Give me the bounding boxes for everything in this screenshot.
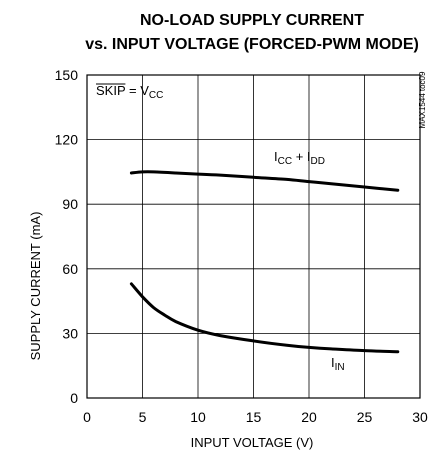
condition-label: SKIP = VCC <box>96 83 163 101</box>
x-tick-label: 15 <box>246 409 262 425</box>
x-tick-label: 20 <box>301 409 317 425</box>
svg-text:SKIP = VCC: SKIP = VCC <box>96 83 163 101</box>
x-tick-labels: 0 5 10 15 20 25 30 <box>83 409 428 425</box>
grid <box>87 75 420 398</box>
condition-rest-text: = V <box>125 83 149 98</box>
series-label-icc-idd: ICC + IDD <box>274 149 325 167</box>
series-line-1 <box>129 282 400 354</box>
figure-code: MAX1544 toc09 <box>418 71 427 128</box>
y-axis-label: SUPPLY CURRENT (mA) <box>28 212 43 361</box>
x-tick-label: 5 <box>139 409 147 425</box>
y-tick-label: 150 <box>55 67 79 83</box>
plot-frame <box>86 74 421 399</box>
y-tick-label: 60 <box>62 261 78 277</box>
x-tick-label: 30 <box>412 409 428 425</box>
y-tick-labels: 0 30 60 90 120 150 <box>55 67 79 406</box>
x-tick-label: 25 <box>357 409 373 425</box>
series-label-iin: IIN <box>331 355 345 373</box>
y-tick-label: 90 <box>62 196 78 212</box>
y-tick-label: 120 <box>55 132 79 148</box>
chart-title-line1: NO-LOAD SUPPLY CURRENT <box>140 12 364 29</box>
chart-title-line2: vs. INPUT VOLTAGE (FORCED-PWM MODE) <box>85 36 419 53</box>
y-tick-label: 0 <box>70 390 78 406</box>
series-line-0 <box>129 170 400 192</box>
series-lines <box>129 170 400 354</box>
condition-overline-text: SKIP <box>96 83 125 98</box>
x-axis-label: INPUT VOLTAGE (V) <box>191 435 314 450</box>
y-tick-label: 30 <box>62 325 78 341</box>
x-tick-label: 0 <box>83 409 91 425</box>
condition-subscript: CC <box>149 90 163 101</box>
x-tick-label: 10 <box>190 409 206 425</box>
